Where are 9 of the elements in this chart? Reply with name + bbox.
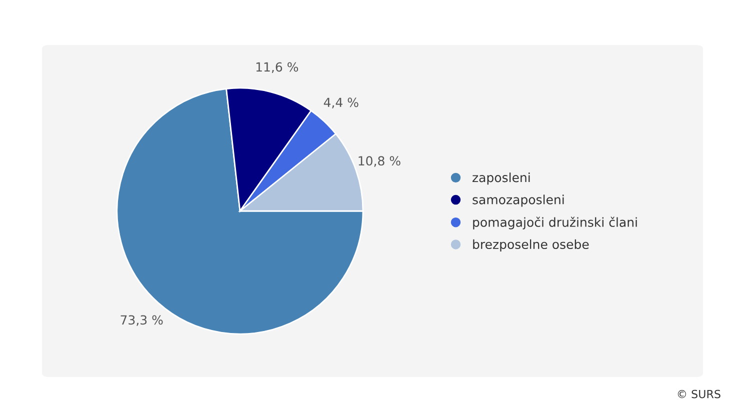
data-label: 11,6 %: [256, 62, 298, 73]
data-label: 73,3 %: [120, 315, 163, 326]
legend-label: pomagajoči družinski člani: [473, 216, 637, 230]
legend-label: samozaposleni: [472, 194, 564, 207]
legend-label: zaposleni: [472, 172, 530, 185]
data-label: 10,8 %: [358, 156, 400, 167]
legend-label: brezposelne osebe: [473, 239, 589, 252]
data-label: 4,4 %: [324, 98, 358, 108]
text: © SURS: [678, 390, 720, 398]
